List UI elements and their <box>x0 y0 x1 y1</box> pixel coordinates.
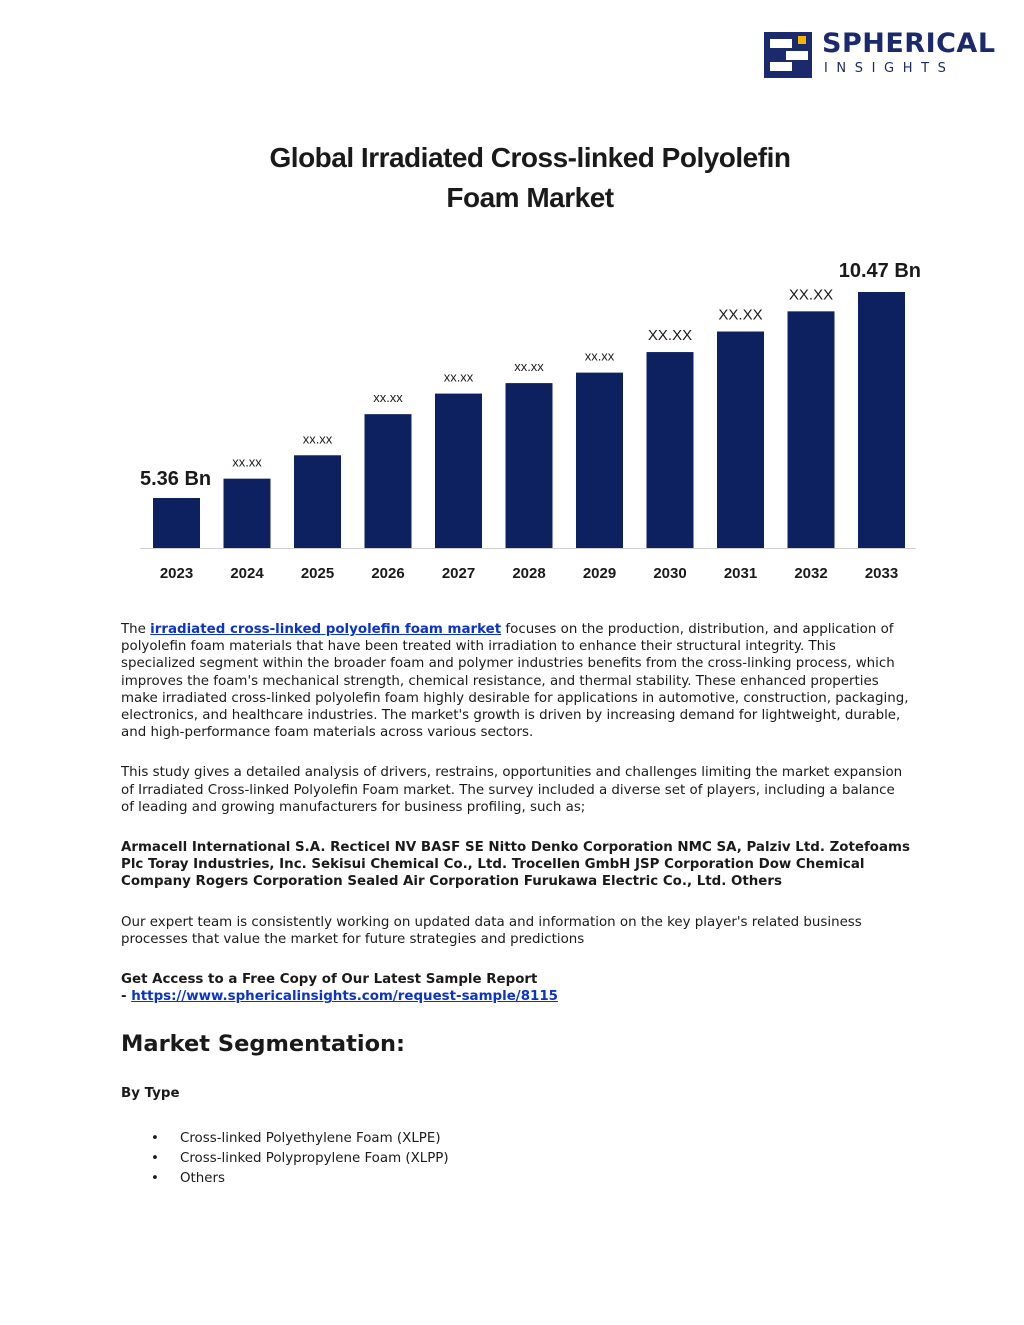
market-bar-chart: 5.36 Bn 2023 xx.xx 2024 xx.xx 2025 xx.xx 2026 xx… <box>140 260 921 582</box>
by-type-heading: By Type <box>121 1086 180 1102</box>
chart-title-line-1: Global Irradiated Cross-linked Polyolefi… <box>269 142 791 173</box>
data-label-2033: 10.47 Bn <box>839 260 921 282</box>
x-tick-label-2033: 2033 <box>865 565 898 582</box>
logo-word-spherical: SPHERICAL <box>822 28 996 59</box>
list-item-label: Cross-linked Polyethylene Foam (XLPE) <box>180 1130 441 1146</box>
data-label-2032: XX.XX <box>789 286 833 303</box>
sample-report-label: Get Access to a Free Copy of Our Latest … <box>121 972 538 988</box>
list-item: • Others <box>121 1169 911 1189</box>
bar-2029 <box>576 372 623 548</box>
market-segmentation-heading: Market Segmentation: <box>121 1031 406 1058</box>
article-body: The irradiated cross-linked polyolefin f… <box>121 621 911 1189</box>
bar-2024 <box>223 478 271 548</box>
spherical-insights-logo: SPHERICAL INSIGHTS <box>764 28 995 80</box>
bar-2023 <box>153 498 200 548</box>
intro-before-link: The <box>121 622 151 637</box>
market-link[interactable]: irradiated cross-linked polyolefin foam … <box>150 622 502 637</box>
x-tick-label-2030: 2030 <box>653 565 686 582</box>
bar-2027 <box>435 393 482 548</box>
bar-2032 <box>787 311 835 548</box>
data-label-2030: XX.XX <box>648 327 692 344</box>
bar-2031 <box>717 331 764 548</box>
bar-2028 <box>505 383 553 548</box>
data-label-2028: xx.xx <box>514 359 544 374</box>
data-label-2031: XX.XX <box>718 307 762 324</box>
bullet-icon: • <box>151 1150 159 1166</box>
bar-2033 <box>858 292 905 548</box>
x-tick-label-2027: 2027 <box>442 565 475 582</box>
sample-report-dash: - <box>121 989 132 1005</box>
x-tick-label-2032: 2032 <box>794 565 827 582</box>
list-item-label: Others <box>180 1170 225 1186</box>
type-list: • Cross-linked Polyethylene Foam (XLPE) •… <box>121 1129 911 1189</box>
list-item: • Cross-linked Polyethylene Foam (XLPE) <box>121 1129 911 1149</box>
list-item-label: Cross-linked Polypropylene Foam (XLPP) <box>180 1150 449 1166</box>
expert-team-paragraph: Our expert team is consistently working … <box>121 914 862 947</box>
data-label-2025: xx.xx <box>303 431 333 446</box>
bar-2025 <box>294 455 341 548</box>
x-tick-label-2023: 2023 <box>160 565 193 582</box>
data-label-2027: xx.xx <box>444 370 474 385</box>
study-paragraph: This study gives a detailed analysis of … <box>121 765 903 815</box>
x-tick-label-2026: 2026 <box>371 565 404 582</box>
intro-paragraph: The irradiated cross-linked polyolefin f… <box>121 621 911 741</box>
chart-title: Global Irradiated Cross-linked Polyolefi… <box>180 138 880 218</box>
key-players-paragraph: Armacell International S.A. Recticel NV … <box>121 840 910 890</box>
x-tick-label-2024: 2024 <box>230 565 264 582</box>
logo-word-insights: INSIGHTS <box>824 61 955 76</box>
list-item: • Cross-linked Polypropylene Foam (XLPP) <box>121 1149 911 1169</box>
bar-2030 <box>646 352 694 548</box>
data-label-2024: xx.xx <box>232 455 262 470</box>
data-label-2023: 5.36 Bn <box>140 468 211 490</box>
logo-mark-icon <box>764 32 812 78</box>
bullet-icon: • <box>151 1170 159 1186</box>
x-tick-label-2029: 2029 <box>583 565 616 582</box>
data-label-2026: xx.xx <box>373 390 403 405</box>
bar-2026 <box>364 414 412 548</box>
sample-report-link[interactable]: https://www.sphericalinsights.com/reques… <box>131 989 558 1005</box>
intro-after-link: focuses on the production, distribution,… <box>121 622 909 741</box>
x-tick-label-2025: 2025 <box>301 565 334 582</box>
x-tick-label-2028: 2028 <box>512 565 545 582</box>
data-label-2029: xx.xx <box>585 349 615 364</box>
sample-report-paragraph: Get Access to a Free Copy of Our Latest … <box>121 971 911 1005</box>
bullet-icon: • <box>151 1130 159 1146</box>
x-tick-label-2031: 2031 <box>724 565 757 582</box>
chart-title-line-2: Foam Market <box>446 182 614 213</box>
